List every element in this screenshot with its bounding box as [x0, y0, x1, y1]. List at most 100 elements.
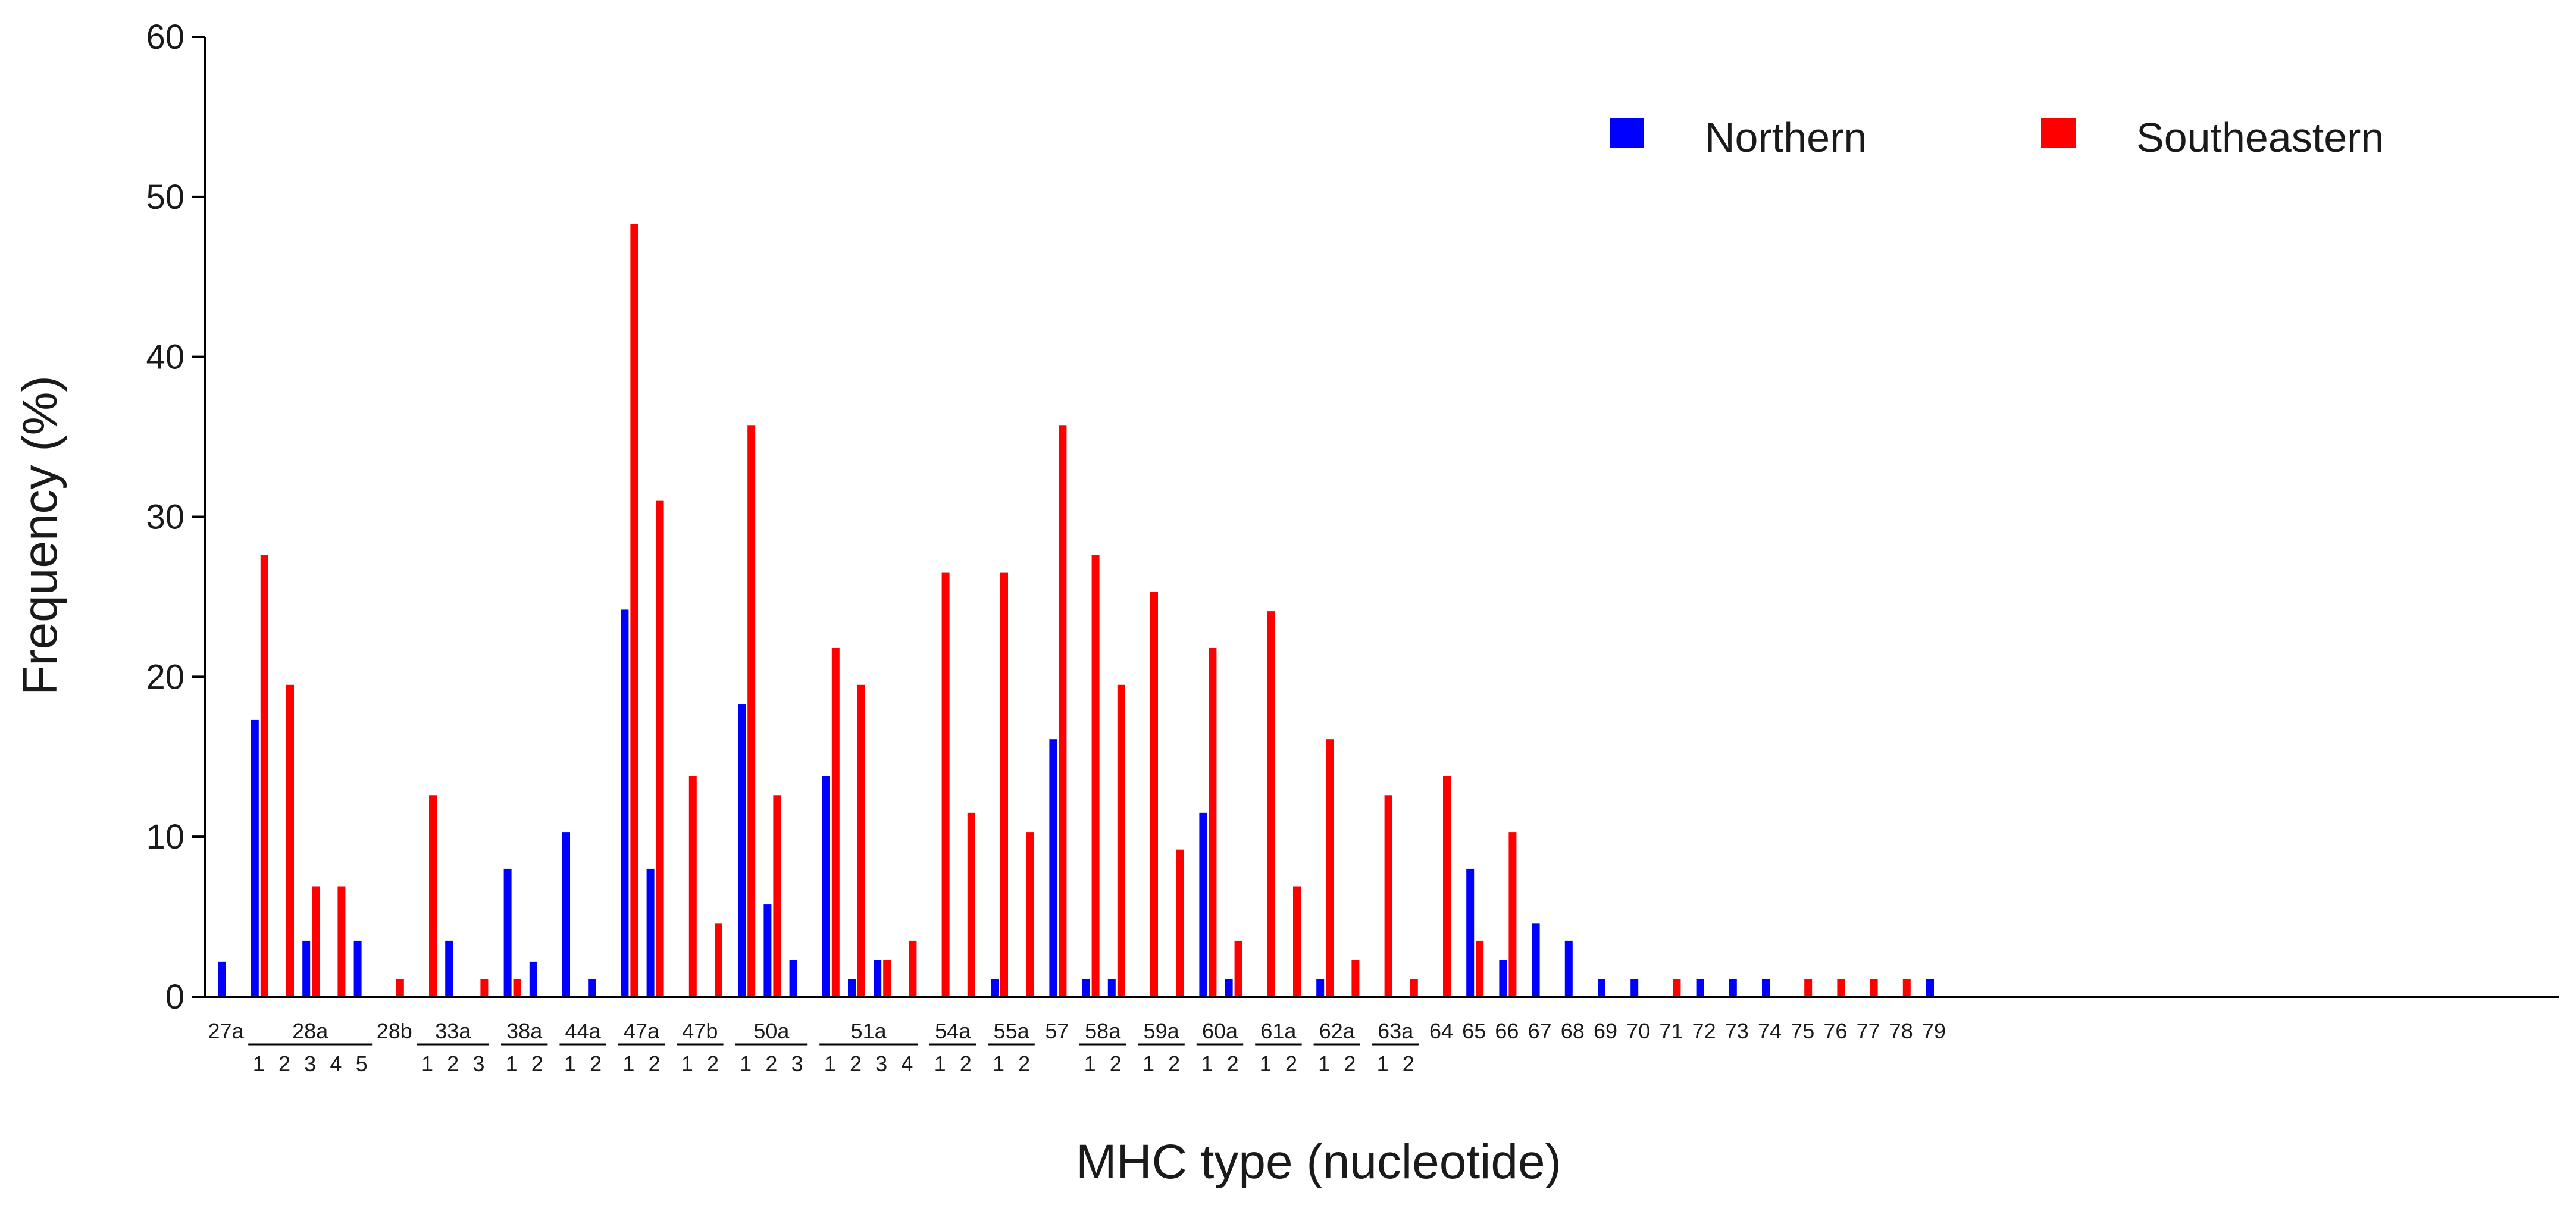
- bar-southeastern-51a-2: [857, 684, 865, 997]
- x-allele-label: 2: [850, 1051, 862, 1076]
- bar-northern-60a-1: [1199, 812, 1207, 997]
- bar-southeastern-55a-2: [1026, 832, 1034, 997]
- bar-southeastern-33a-1: [429, 795, 437, 997]
- bar-southeastern-54a-1: [941, 572, 950, 997]
- bar-northern-65: [1466, 868, 1475, 997]
- bar-southeastern-77: [1870, 979, 1878, 997]
- bar-southeastern-62a-1: [1326, 739, 1334, 997]
- x-category-label: 44a: [565, 1019, 602, 1043]
- x-category-label: 68: [1561, 1019, 1585, 1043]
- bar-southeastern-54a-2: [967, 812, 975, 997]
- bar-southeastern-28b: [396, 979, 404, 997]
- bar-southeastern-58a-1: [1091, 555, 1100, 997]
- bar-southeastern-28a-3: [312, 886, 320, 997]
- bar-southeastern-51a-4: [909, 940, 917, 997]
- x-category-label: 66: [1495, 1019, 1519, 1043]
- bar-southeastern-28a-4: [337, 886, 346, 997]
- x-allele-label: 1: [1201, 1051, 1213, 1076]
- x-allele-label: 2: [1110, 1051, 1122, 1076]
- x-category-label: 76: [1823, 1019, 1847, 1043]
- bar-northern-55a-1: [991, 979, 999, 997]
- x-allele-label: 1: [1084, 1051, 1096, 1076]
- bar-southeastern-28a-1: [260, 555, 268, 997]
- bar-southeastern-76: [1837, 979, 1845, 997]
- x-allele-label: 1: [1377, 1051, 1389, 1076]
- bar-southeastern-57: [1059, 425, 1067, 997]
- bar-southeastern-50a-2: [773, 795, 781, 997]
- x-allele-label: 3: [875, 1051, 887, 1076]
- bar-northern-60a-2: [1225, 979, 1233, 997]
- y-tick-label: 60: [146, 18, 184, 57]
- bar-southeastern-62a-2: [1351, 960, 1360, 997]
- legend: Northern Southeastern: [1610, 114, 2384, 161]
- x-category-label: 73: [1725, 1019, 1749, 1043]
- x-allele-label: 2: [960, 1051, 972, 1076]
- x-allele-label: 1: [1318, 1051, 1330, 1076]
- bar-southeastern-60a-1: [1209, 647, 1217, 997]
- bar-southeastern-59a-1: [1150, 592, 1158, 997]
- bar-southeastern-63a-1: [1384, 795, 1392, 997]
- x-allele-label: 2: [1403, 1051, 1414, 1076]
- x-allele-label: 1: [934, 1051, 946, 1076]
- bar-southeastern-65: [1476, 940, 1484, 997]
- x-axis-title: MHC type (nucleotide): [1076, 1135, 1561, 1189]
- bar-northern-28a-5: [353, 940, 362, 997]
- x-category-label: 75: [1791, 1019, 1814, 1043]
- x-allele-label: 2: [1168, 1051, 1180, 1076]
- y-tick-label: 30: [146, 498, 184, 537]
- x-allele-label: 1: [993, 1051, 1004, 1076]
- x-allele-label: 1: [421, 1051, 433, 1076]
- legend-label-northern: Northern: [1705, 114, 1867, 161]
- bar-northern-57: [1049, 739, 1057, 997]
- bar-southeastern-51a-3: [883, 960, 891, 997]
- bar-northern-51a-1: [822, 776, 830, 997]
- x-allele-label: 1: [824, 1051, 836, 1076]
- bar-southeastern-64: [1443, 776, 1451, 997]
- bar-northern-38a-1: [503, 868, 512, 997]
- legend-swatch-northern: [1610, 118, 1644, 148]
- bar-northern-38a-2: [529, 961, 537, 997]
- x-category-label: 61a: [1260, 1019, 1297, 1043]
- x-category-label: 63a: [1378, 1019, 1414, 1043]
- bar-southeastern-33a-3: [480, 979, 489, 997]
- x-category-label: 28b: [377, 1019, 412, 1043]
- x-category-label: 69: [1594, 1019, 1617, 1043]
- bar-southeastern-47b-2: [715, 923, 722, 997]
- x-category-label: 78: [1889, 1019, 1913, 1043]
- x-allele-label: 4: [901, 1051, 913, 1076]
- x-category-label: 54a: [935, 1019, 971, 1043]
- bar-southeastern-61a-2: [1293, 886, 1301, 997]
- bar-northern-33a-2: [445, 940, 453, 997]
- x-category-label: 70: [1626, 1019, 1650, 1043]
- bar-northern-51a-2: [848, 979, 856, 997]
- bar-northern-62a-1: [1316, 979, 1325, 997]
- bar-southeastern-47a-1: [630, 224, 638, 997]
- x-allele-label: 2: [590, 1051, 602, 1076]
- x-allele-label: 2: [278, 1051, 290, 1076]
- x-allele-label: 3: [472, 1051, 484, 1076]
- x-category-label: 55a: [994, 1019, 1030, 1043]
- bar-northern-79: [1926, 979, 1934, 997]
- x-category-label: 50a: [753, 1019, 790, 1043]
- y-tick-label: 0: [165, 978, 184, 1016]
- x-allele-label: 1: [253, 1051, 265, 1076]
- x-allele-label: 1: [740, 1051, 752, 1076]
- y-tick-label: 20: [146, 658, 184, 696]
- bar-southeastern-51a-1: [831, 647, 840, 997]
- bar-northern-67: [1532, 923, 1540, 997]
- x-category-label: 27a: [208, 1019, 245, 1043]
- x-allele-label: 2: [1227, 1051, 1239, 1076]
- bar-southeastern-47a-2: [656, 500, 664, 997]
- x-category-label: 57: [1045, 1019, 1069, 1043]
- bar-northern-47a-2: [646, 868, 655, 997]
- x-category-label: 72: [1692, 1019, 1716, 1043]
- legend-swatch-southeastern: [2041, 118, 2076, 148]
- x-allele-label: 3: [304, 1051, 316, 1076]
- bar-southeastern-55a-1: [1000, 572, 1008, 997]
- x-category-label: 38a: [506, 1019, 543, 1043]
- x-allele-label: 2: [1344, 1051, 1356, 1076]
- bar-northern-51a-3: [874, 960, 882, 997]
- bar-northern-58a-2: [1107, 979, 1116, 997]
